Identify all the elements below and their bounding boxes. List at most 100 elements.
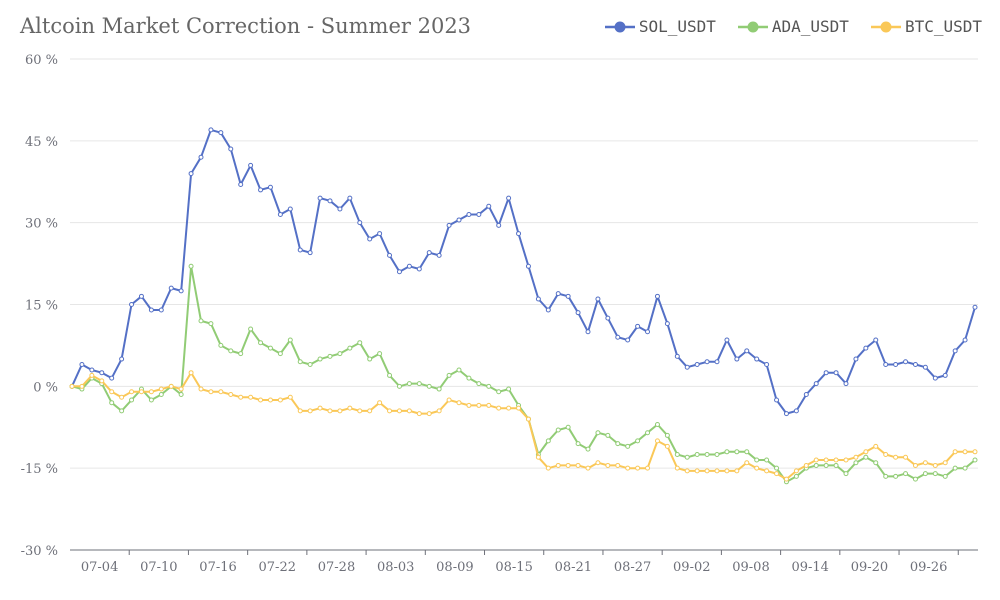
data-point-btc <box>79 383 85 389</box>
data-point-sol <box>912 362 918 368</box>
data-point-sol <box>79 362 85 368</box>
data-point-sol <box>168 285 174 291</box>
data-point-ada <box>387 372 393 378</box>
data-point-sol <box>694 362 700 368</box>
data-point-btc <box>635 465 641 471</box>
series-line-btc <box>72 371 975 481</box>
data-point-sol <box>952 348 958 354</box>
data-point-sol <box>972 304 978 310</box>
data-point-sol <box>258 187 264 193</box>
data-point-sol <box>347 195 353 201</box>
data-point-sol <box>99 370 105 376</box>
data-point-ada <box>893 473 899 479</box>
data-point-btc <box>575 462 581 468</box>
data-point-sol <box>823 370 829 376</box>
data-point-ada <box>406 381 412 387</box>
data-point-btc <box>912 462 918 468</box>
data-point-sol <box>178 288 184 294</box>
legend-item-btc[interactable]: BTC_USDT <box>870 17 982 36</box>
data-point-ada <box>496 389 502 395</box>
data-point-sol <box>843 381 849 387</box>
data-point-ada <box>436 386 442 392</box>
data-point-btc <box>525 416 531 422</box>
data-point-btc <box>873 443 879 449</box>
data-point-btc <box>704 468 710 474</box>
data-point-ada <box>456 367 462 373</box>
data-point-ada <box>129 397 135 403</box>
data-point-btc <box>595 460 601 466</box>
data-point-btc <box>109 389 115 395</box>
data-point-btc <box>664 443 670 449</box>
data-point-btc <box>684 468 690 474</box>
data-point-sol <box>595 296 601 302</box>
data-point-btc <box>803 462 809 468</box>
y-tick-label: 60 % <box>25 53 58 68</box>
data-point-sol <box>932 375 938 381</box>
data-point-btc <box>744 460 750 466</box>
data-point-ada <box>952 465 958 471</box>
data-point-btc <box>119 394 125 400</box>
data-point-ada <box>654 422 660 428</box>
y-tick-label: 30 % <box>25 217 58 232</box>
data-point-sol <box>535 296 541 302</box>
data-point-sol <box>396 269 402 275</box>
y-tick-label: -30 % <box>21 544 58 559</box>
data-point-sol <box>783 411 789 417</box>
data-point-btc <box>506 405 512 411</box>
data-point-sol <box>238 181 244 187</box>
data-point-ada <box>297 359 303 365</box>
data-point-btc <box>148 389 154 395</box>
data-point-sol <box>198 154 204 160</box>
data-point-btc <box>158 386 164 392</box>
data-point-ada <box>367 356 373 362</box>
data-point-btc <box>535 454 541 460</box>
legend-item-sol[interactable]: SOL_USDT <box>604 17 716 36</box>
data-point-btc <box>932 462 938 468</box>
data-point-ada <box>109 400 115 406</box>
x-tick-label: 07-16 <box>199 560 236 575</box>
x-tick-label: 09-02 <box>673 560 710 575</box>
data-point-btc <box>833 457 839 463</box>
data-point-ada <box>863 454 869 460</box>
data-point-ada <box>922 471 928 477</box>
data-point-btc <box>863 449 869 455</box>
data-point-sol <box>248 162 254 168</box>
data-point-ada <box>238 351 244 357</box>
legend-item-ada[interactable]: ADA_USDT <box>737 17 849 36</box>
data-point-btc <box>426 411 432 417</box>
data-point-btc <box>436 408 442 414</box>
data-point-sol <box>267 184 273 190</box>
data-point-ada <box>158 392 164 398</box>
data-point-ada <box>793 473 799 479</box>
data-point-ada <box>198 318 204 324</box>
data-point-btc <box>178 386 184 392</box>
data-point-ada <box>942 473 948 479</box>
data-point-ada <box>853 460 859 466</box>
data-point-btc <box>694 468 700 474</box>
data-point-btc <box>99 378 105 384</box>
data-point-sol <box>585 329 591 335</box>
data-point-sol <box>803 392 809 398</box>
data-point-ada <box>625 443 631 449</box>
data-point-ada <box>267 345 273 351</box>
data-point-sol <box>357 220 363 226</box>
data-point-sol <box>774 397 780 403</box>
data-point-btc <box>238 394 244 400</box>
data-point-ada <box>883 473 889 479</box>
data-point-btc <box>813 457 819 463</box>
data-point-btc <box>258 397 264 403</box>
data-point-btc <box>654 438 660 444</box>
data-point-sol <box>754 356 760 362</box>
data-point-ada <box>377 351 383 357</box>
data-point-btc <box>645 465 651 471</box>
data-point-sol <box>575 310 581 316</box>
data-point-sol <box>813 381 819 387</box>
data-point-ada <box>714 452 720 458</box>
data-point-ada <box>287 337 293 343</box>
data-point-sol <box>506 195 512 201</box>
data-point-btc <box>267 397 273 403</box>
data-point-btc <box>208 389 214 395</box>
y-tick-label: 15 % <box>25 299 58 314</box>
data-point-sol <box>873 337 879 343</box>
data-point-ada <box>208 321 214 327</box>
